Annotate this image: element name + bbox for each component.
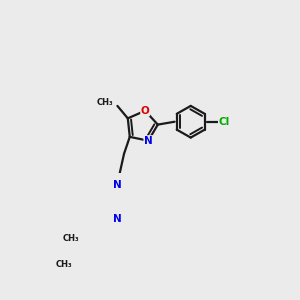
Text: Cl: Cl: [218, 117, 230, 127]
Text: O: O: [141, 106, 149, 116]
Text: N: N: [113, 180, 122, 190]
Text: CH₃: CH₃: [96, 98, 113, 107]
Text: CH₃: CH₃: [56, 260, 72, 269]
Text: CH₃: CH₃: [62, 235, 79, 244]
Text: N: N: [144, 136, 153, 146]
Text: N: N: [113, 214, 122, 224]
